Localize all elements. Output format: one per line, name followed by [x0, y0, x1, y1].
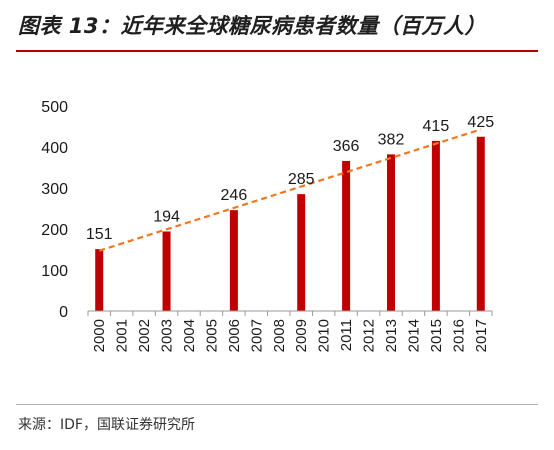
x-tick-label: 2009 — [293, 319, 310, 352]
x-tick-label: 2002 — [136, 319, 153, 352]
data-label-2011: 366 — [333, 138, 360, 155]
bar-2017 — [476, 136, 485, 311]
data-label-2017: 425 — [467, 114, 494, 131]
bar-2013 — [387, 154, 395, 311]
x-tick-label: 2005 — [203, 319, 220, 352]
x-tick-label: 2007 — [248, 319, 265, 352]
bar-2000 — [95, 249, 104, 311]
x-tick-label: 2016 — [450, 319, 467, 352]
y-tick-label: 200 — [41, 222, 68, 239]
x-tick-label: 2010 — [316, 319, 333, 352]
data-label-2006: 246 — [221, 187, 248, 204]
x-tick-label: 2004 — [181, 319, 198, 352]
bar-2006 — [229, 210, 238, 311]
bar-2011 — [342, 160, 351, 311]
title-rule — [16, 50, 538, 52]
bar-2009 — [297, 194, 306, 311]
x-tick-label: 2012 — [361, 319, 378, 352]
data-label-2003: 194 — [153, 208, 180, 225]
data-label-2000: 151 — [86, 226, 113, 243]
data-label-2009: 285 — [288, 171, 315, 188]
bar-2003 — [162, 231, 171, 311]
y-tick-label: 100 — [41, 263, 68, 280]
x-tick-label: 2011 — [338, 319, 355, 351]
x-tick-label: 2014 — [405, 319, 422, 352]
y-tick-label: 500 — [41, 99, 68, 116]
source-note: 来源：IDF，国联证券研究所 — [18, 417, 195, 433]
x-tick-label: 2000 — [91, 319, 108, 352]
x-tick-label: 2006 — [226, 319, 243, 352]
bar-chart: 0 100 200 300 400 500 151 194 246 285 366 382 415 425… — [41, 99, 494, 352]
x-tick-label: 2008 — [271, 319, 288, 352]
y-tick-label: 400 — [41, 140, 68, 157]
data-label-2015: 415 — [423, 118, 450, 135]
y-tick-label: 300 — [41, 181, 68, 198]
x-tick-label: 2001 — [114, 319, 131, 352]
x-tick-label: 2015 — [428, 319, 445, 352]
x-tick-label: 2013 — [383, 319, 400, 352]
trendline — [98, 128, 482, 252]
chart-title: 图表 13：近年来全球糖尿病患者数量（百万人） — [18, 14, 487, 38]
footer-rule — [16, 404, 538, 405]
y-tick-label: 0 — [59, 304, 68, 321]
x-tick-label: 2017 — [473, 319, 490, 352]
bar-2015 — [431, 140, 440, 311]
data-label-2013: 382 — [378, 131, 405, 148]
x-tick-label: 2003 — [159, 319, 176, 352]
